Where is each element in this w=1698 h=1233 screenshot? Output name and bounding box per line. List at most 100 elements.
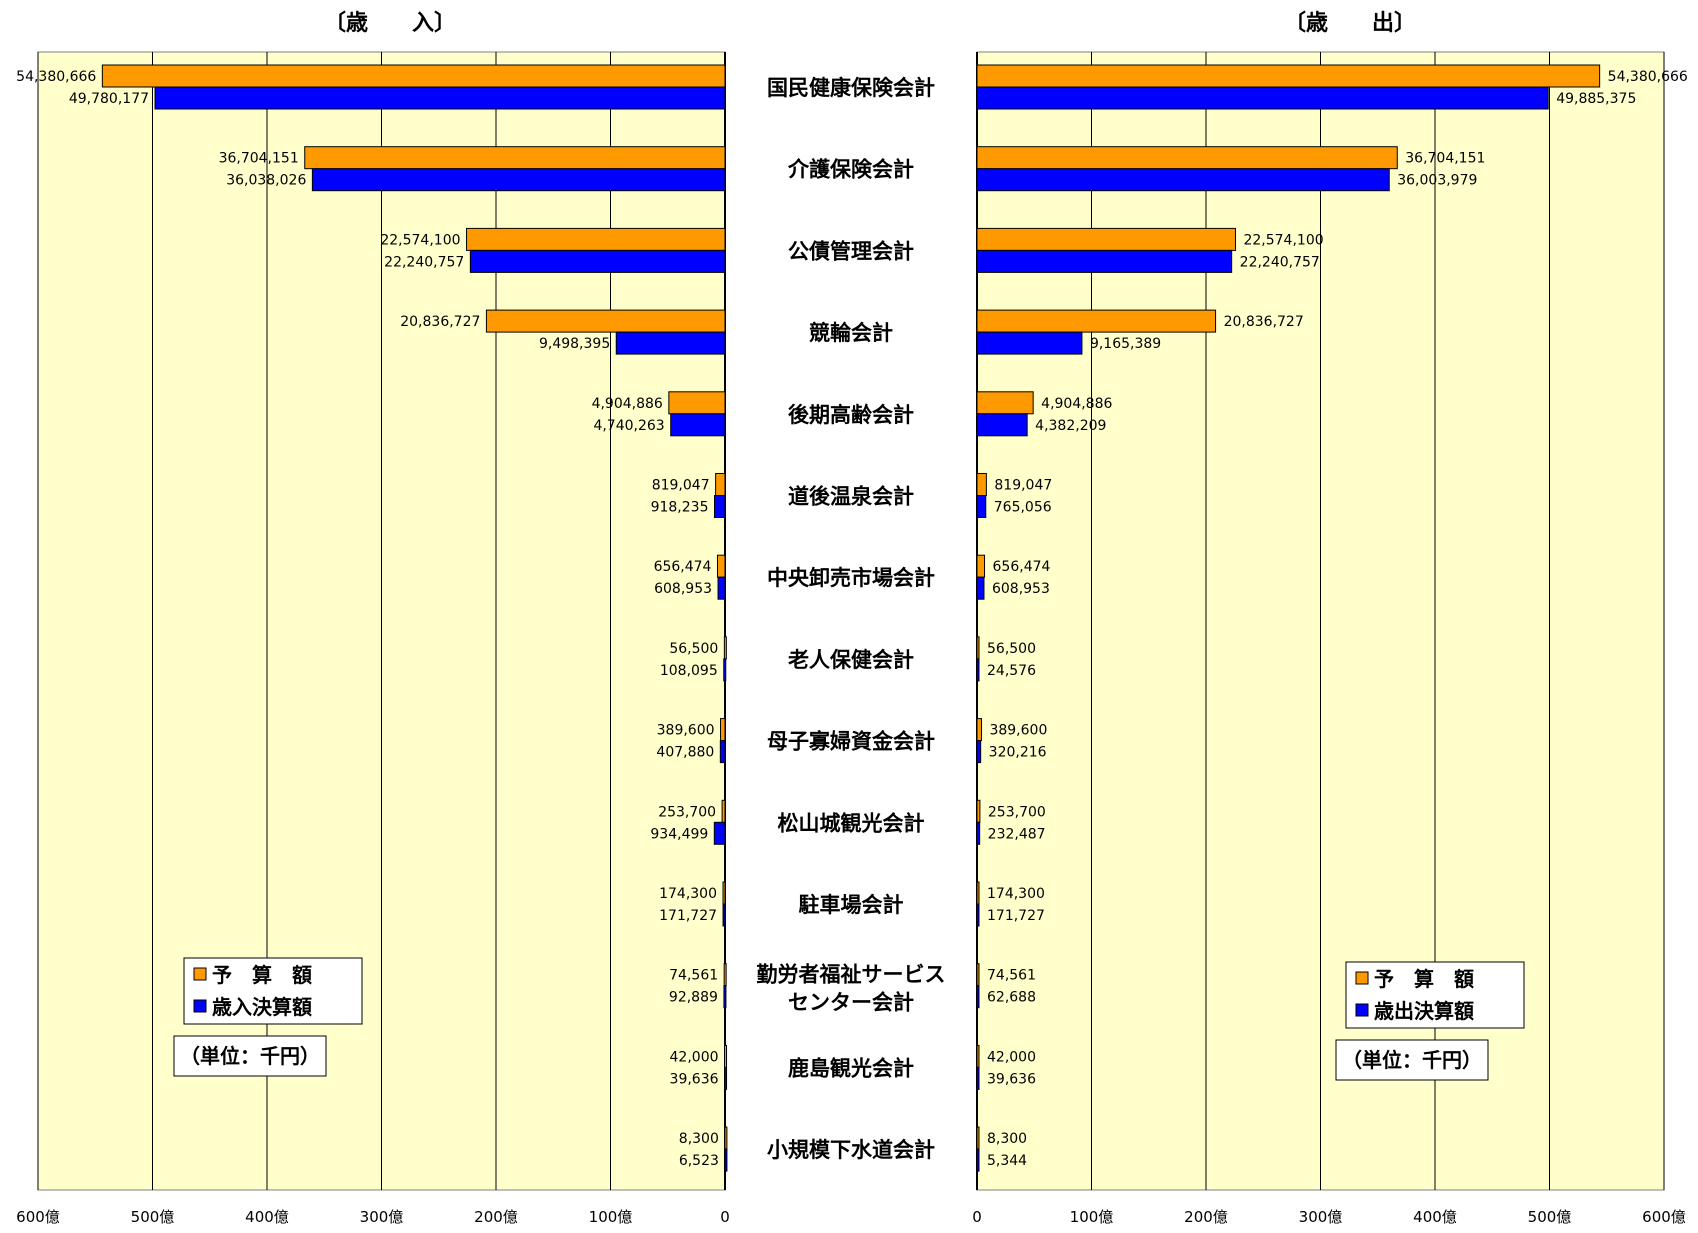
budget-bar	[976, 636, 980, 660]
category-label: 勤労者福祉サービス	[757, 963, 946, 987]
actual-bar	[976, 168, 1390, 192]
actual-value-label: 4,382,209	[1035, 418, 1106, 434]
category-label: 母子寡婦資金会計	[767, 730, 935, 754]
budget-bar	[976, 146, 1398, 170]
budget-value-label: 42,000	[987, 1049, 1036, 1065]
category-label: 公債管理会計	[788, 239, 914, 263]
legend-box	[183, 957, 363, 1025]
budget-bar	[721, 799, 726, 823]
legend-swatch	[193, 999, 207, 1013]
budget-bar	[976, 881, 980, 905]
actual-bar	[722, 903, 726, 927]
actual-bar	[976, 86, 1549, 110]
budget-value-label: 54,380,666	[16, 69, 96, 85]
tick-label: 400億	[1413, 1208, 1457, 1226]
legend-box	[1345, 961, 1525, 1029]
actual-value-label: 171,727	[987, 908, 1045, 924]
tick-label: 300億	[360, 1208, 404, 1226]
tick-label: 200億	[1184, 1208, 1228, 1226]
actual-bar	[976, 985, 980, 1009]
actual-value-label: 6,523	[679, 1153, 719, 1169]
actual-bar	[976, 576, 985, 600]
budget-value-label: 54,380,666	[1608, 69, 1688, 85]
actual-bar	[723, 658, 727, 682]
actual-bar	[717, 576, 726, 600]
actual-value-label: 92,889	[669, 990, 718, 1006]
unit-note-box	[1335, 1039, 1489, 1081]
budget-value-label: 819,047	[994, 478, 1052, 494]
budget-bar	[723, 636, 727, 660]
category-label: 老人保健会計	[788, 648, 914, 672]
tick-label: 600億	[1642, 1208, 1686, 1226]
legend-label: 予 算 額	[212, 963, 312, 987]
actual-bar	[670, 413, 726, 437]
category-label: 後期高齢会計	[788, 403, 914, 427]
budget-value-label: 74,561	[669, 968, 718, 984]
budget-bar	[720, 718, 726, 742]
actual-bar	[713, 821, 726, 845]
budget-value-label: 22,574,100	[380, 232, 460, 248]
unit-note: （単位：千円）	[1342, 1048, 1482, 1072]
actual-value-label: 9,498,395	[539, 336, 610, 352]
category-label: 松山城観光会計	[778, 811, 925, 835]
actual-value-label: 62,688	[987, 990, 1036, 1006]
budget-bar	[485, 309, 726, 333]
category-label: 小規模下水道会計	[767, 1138, 935, 1162]
actual-value-label: 608,953	[654, 581, 712, 597]
tick-label: 400億	[245, 1208, 289, 1226]
chart-title: 〔歳 出〕	[1284, 11, 1416, 36]
tick-label: 200億	[474, 1208, 518, 1226]
actual-value-label: 22,240,757	[384, 254, 464, 270]
legend-label: 歳出決算額	[1374, 999, 1474, 1023]
budget-value-label: 56,500	[987, 641, 1036, 657]
tick-label: 300億	[1299, 1208, 1343, 1226]
actual-bar	[719, 740, 726, 764]
tick-label: 100億	[1070, 1208, 1114, 1226]
budget-bar	[976, 799, 981, 823]
budget-value-label: 656,474	[993, 559, 1051, 575]
budget-value-label: 22,574,100	[1243, 232, 1323, 248]
budget-bar	[722, 881, 726, 905]
actual-value-label: 108,095	[660, 663, 718, 679]
budget-bar	[976, 227, 1236, 251]
budget-bar	[976, 391, 1034, 415]
budget-value-label: 389,600	[657, 723, 715, 739]
budget-value-label: 174,300	[659, 886, 717, 902]
actual-bar	[724, 1066, 728, 1090]
category-label: 国民健康保険会計	[767, 76, 935, 100]
actual-bar	[976, 1066, 980, 1090]
budget-value-label: 4,904,886	[1041, 396, 1112, 412]
budget-bar	[715, 473, 726, 496]
budget-value-label: 20,836,727	[400, 314, 480, 330]
actual-bar	[713, 495, 726, 518]
actual-bar	[976, 740, 982, 764]
actual-value-label: 407,880	[656, 745, 714, 761]
budget-value-label: 253,700	[988, 804, 1046, 820]
actual-value-label: 171,727	[659, 908, 717, 924]
budget-value-label: 174,300	[987, 886, 1045, 902]
budget-bar	[724, 1044, 728, 1068]
actual-value-label: 4,740,263	[593, 418, 664, 434]
unit-note-box	[173, 1035, 327, 1077]
budget-value-label: 8,300	[679, 1131, 719, 1147]
actual-value-label: 232,487	[988, 826, 1046, 842]
legend-label: 予 算 額	[1374, 967, 1474, 991]
actual-bar	[723, 985, 727, 1009]
category-label: 道後温泉会計	[788, 485, 914, 509]
budget-bar	[976, 1044, 980, 1068]
budget-bar	[724, 1126, 728, 1150]
actual-value-label: 5,344	[987, 1153, 1027, 1169]
tick-label: 0	[972, 1208, 982, 1226]
category-label: 介護保険会計	[787, 158, 914, 182]
budget-bar	[976, 473, 987, 496]
budget-bar	[716, 554, 726, 578]
tick-label: 500億	[131, 1208, 175, 1226]
category-label: センター会計	[788, 991, 914, 1015]
expenditure-panel: 〔歳 出〕 0 100億 200億 300億 400億 500億 600億 54,380,666…	[972, 11, 1688, 1226]
category-labels: 国民健康保険会計介護保険会計公債管理会計競輪会計後期高齢会計道後温泉会計中央卸売…	[757, 76, 946, 1162]
revenue-panel: 〔歳 入〕 600億 500億 400億 300億 200億 100億 0 54,380,666…	[16, 11, 730, 1226]
actual-value-label: 24,576	[987, 663, 1036, 679]
budget-value-label: 20,836,727	[1224, 314, 1304, 330]
budget-value-label: 819,047	[652, 478, 710, 494]
category-label: 競輪会計	[809, 321, 893, 345]
